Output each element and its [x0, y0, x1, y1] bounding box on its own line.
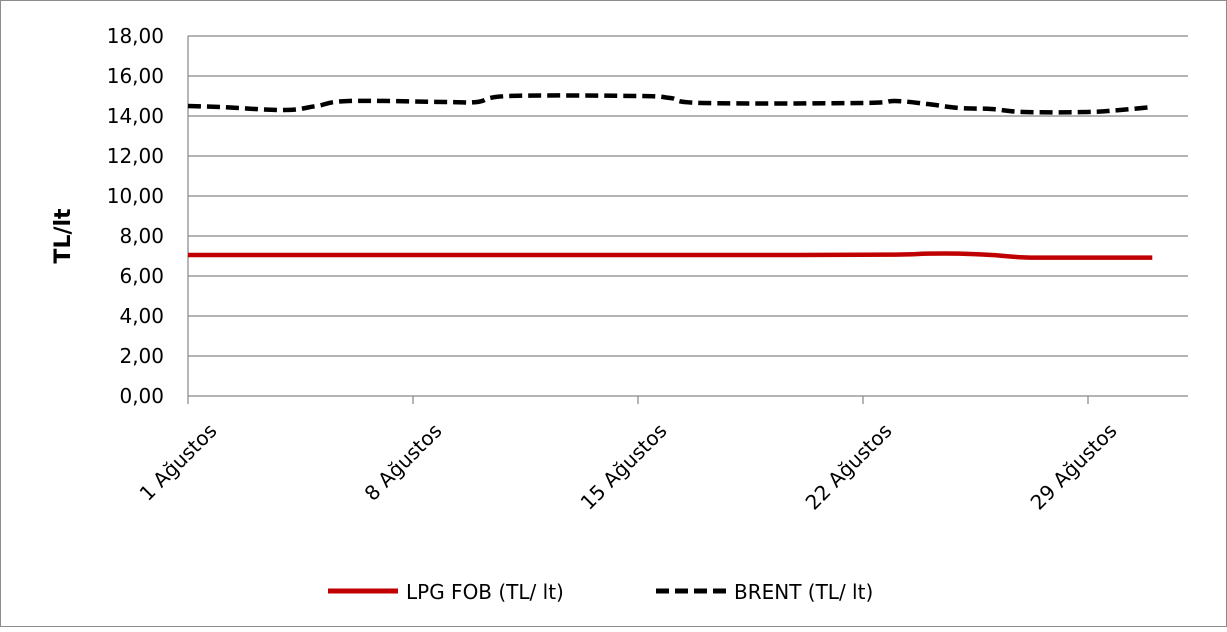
legend-label-lpg-fob: LPG FOB (TL/ lt) — [406, 580, 564, 604]
series-line-brent — [187, 93, 1153, 115]
y-tick-label: 0,00 — [119, 384, 164, 408]
y-axis-label: TL/lt — [51, 208, 76, 264]
x-axis-tick-labels: 1 Ağustos 8 Ağustos 15 Ağustos 22 Ağustos 29… — [135, 419, 1122, 515]
y-tick-label: 6,00 — [119, 264, 164, 288]
axes — [187, 36, 1188, 404]
legend-label-brent: BRENT (TL/ lt) — [734, 580, 873, 604]
y-tick-label: 4,00 — [119, 304, 164, 328]
y-tick-label: 16,00 — [107, 64, 164, 88]
series-line-lpg-fob — [188, 251, 1153, 260]
x-tick-label: 15 Ağustos — [576, 419, 672, 515]
y-tick-label: 2,00 — [119, 344, 164, 368]
legend: LPG FOB (TL/ lt) BRENT (TL/ lt) — [328, 580, 873, 604]
y-tick-label: 18,00 — [107, 24, 164, 48]
x-tick-label: 8 Ağustos — [360, 419, 447, 506]
y-tick-label: 14,00 — [107, 104, 164, 128]
x-tick-label: 29 Ağustos — [1026, 419, 1122, 515]
y-tick-label: 10,00 — [107, 184, 164, 208]
y-tick-label: 12,00 — [107, 144, 164, 168]
y-axis-tick-labels: 0,00 2,00 4,00 6,00 8,00 10,00 12,00 14,00 16,00… — [107, 24, 164, 408]
series-lines — [187, 93, 1153, 260]
x-tick-label: 1 Ağustos — [135, 419, 222, 506]
x-tick-label: 22 Ağustos — [801, 419, 897, 515]
y-tick-label: 8,00 — [119, 224, 164, 248]
